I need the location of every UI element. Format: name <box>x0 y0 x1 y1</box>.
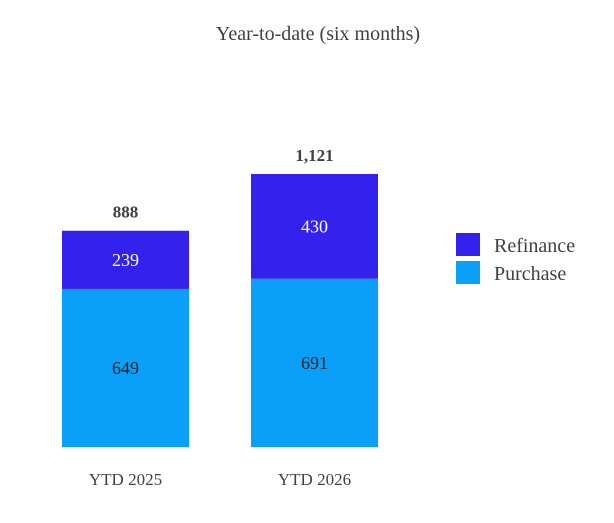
legend-swatch-refinance <box>456 233 480 256</box>
segment-label-refinance-1: 239 <box>112 250 139 270</box>
segment-label-purchase-1: 649 <box>112 358 139 378</box>
legend-label-refinance: Refinance <box>494 235 575 257</box>
bar-refinance-1 <box>62 230 189 289</box>
chart-title: Year-to-date (six months) <box>216 23 420 45</box>
bars-layer <box>62 174 378 447</box>
segment-label-purchase-2: 691 <box>301 353 328 373</box>
bar-refinance-2 <box>251 174 378 279</box>
labels-layer: 649 239 888 YTD 2025 691 430 1,121 YTD 2026 <box>89 146 351 489</box>
bar-purchase-2 <box>251 278 378 447</box>
legend-swatch-purchase <box>456 261 480 284</box>
bar-purchase-1 <box>62 288 189 447</box>
total-label-1: 888 <box>113 203 139 222</box>
x-tick-label-1: YTD 2025 <box>89 470 162 489</box>
x-tick-label-2: YTD 2026 <box>278 470 351 489</box>
legend-label-purchase: Purchase <box>494 263 566 285</box>
legend: Refinance Purchase <box>456 233 575 285</box>
total-label-2: 1,121 <box>295 146 333 165</box>
segment-label-refinance-2: 430 <box>301 216 328 236</box>
